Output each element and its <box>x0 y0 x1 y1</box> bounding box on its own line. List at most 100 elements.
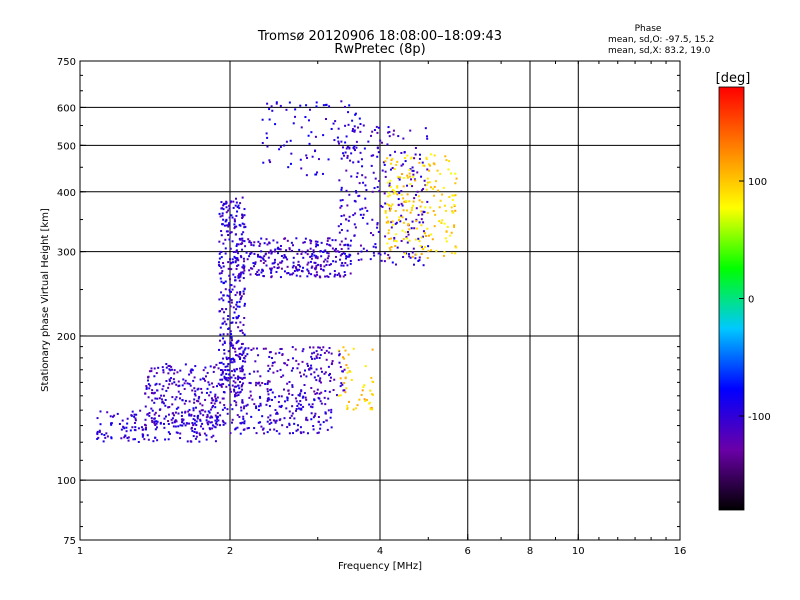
scatter-point <box>361 165 364 168</box>
scatter-point <box>302 256 305 259</box>
scatter-point <box>451 198 454 201</box>
scatter-point <box>260 256 263 259</box>
scatter-point <box>240 406 243 409</box>
scatter-point <box>362 247 365 250</box>
scatter-point <box>193 401 196 404</box>
scatter-point <box>259 402 262 405</box>
scatter-point <box>222 357 225 360</box>
scatter-point <box>184 363 187 366</box>
scatter-point <box>337 127 340 130</box>
scatter-point <box>423 164 426 167</box>
scatter-point <box>340 382 343 385</box>
scatter-point <box>322 104 325 107</box>
scatter-point <box>343 389 346 392</box>
scatter-point <box>171 396 174 399</box>
scatter-point <box>337 272 340 275</box>
scatter-point <box>392 129 395 132</box>
scatter-point <box>261 269 264 272</box>
scatter-point <box>383 163 386 166</box>
scatter-point <box>242 323 245 326</box>
scatter-point <box>199 412 202 415</box>
scatter-point <box>398 216 401 219</box>
scatter-point <box>313 254 316 257</box>
scatter-point <box>318 392 321 395</box>
scatter-point <box>361 389 364 392</box>
scatter-point <box>293 422 296 425</box>
scatter-point <box>110 422 113 425</box>
scatter-point <box>310 412 313 415</box>
scatter-point <box>334 273 337 276</box>
scatter-point <box>222 391 225 394</box>
scatter-point <box>338 231 341 234</box>
scatter-point <box>214 419 217 422</box>
scatter-point <box>271 109 274 112</box>
scatter-point <box>205 434 208 437</box>
scatter-point <box>326 251 329 254</box>
scatter-point <box>315 355 318 358</box>
scatter-point <box>368 402 371 405</box>
scatter-point <box>389 179 392 182</box>
scatter-point <box>167 413 170 416</box>
scatter-point <box>161 366 164 369</box>
scatter-point <box>228 204 231 207</box>
scatter-point <box>127 439 130 442</box>
scatter-point <box>313 357 316 360</box>
scatter-point <box>300 408 303 411</box>
scatter-point <box>315 350 318 353</box>
scatter-point <box>274 420 277 423</box>
scatter-point <box>402 185 405 188</box>
scatter-point <box>387 229 390 232</box>
scatter-point <box>227 315 230 318</box>
scatter-point <box>324 371 327 374</box>
scatter-point <box>291 346 294 349</box>
scatter-point <box>249 273 252 276</box>
scatter-point <box>210 436 213 439</box>
scatter-point <box>177 412 180 415</box>
scatter-point <box>357 259 360 262</box>
scatter-point <box>420 189 423 192</box>
scatter-point <box>289 162 292 165</box>
scatter-point <box>210 421 213 424</box>
scatter-point <box>344 237 347 240</box>
scatter-point <box>274 123 277 126</box>
scatter-point <box>307 261 310 264</box>
scatter-point <box>266 243 269 246</box>
scatter-point <box>454 209 457 212</box>
scatter-point <box>404 252 407 255</box>
scatter-point <box>295 274 298 277</box>
scatter-point <box>248 372 251 375</box>
scatter-point <box>270 398 273 401</box>
scatter-point <box>388 194 391 197</box>
scatter-point <box>361 174 364 177</box>
scatter-point <box>233 223 236 226</box>
scatter-point <box>399 220 402 223</box>
scatter-point <box>338 354 341 357</box>
scatter-point <box>133 413 136 416</box>
scatter-point <box>248 241 251 244</box>
scatter-point <box>162 402 165 405</box>
scatter-point <box>219 414 222 417</box>
scatter-point <box>304 237 307 240</box>
scatter-point <box>332 389 335 392</box>
scatter-point <box>155 420 158 423</box>
scatter-point <box>257 240 260 243</box>
scatter-point <box>372 171 375 174</box>
scatter-point <box>327 255 330 258</box>
scatter-point <box>153 375 156 378</box>
chart-title: Tromsø 20120906 18:08:00–18:09:43 <box>257 29 502 44</box>
scatter-point <box>170 365 173 368</box>
scatter-point <box>384 175 387 178</box>
scatter-point <box>269 418 272 421</box>
scatter-point <box>253 241 256 244</box>
scatter-point <box>310 273 313 276</box>
scatter-point <box>320 370 323 373</box>
scatter-point <box>234 350 237 353</box>
y-tick-label: 100 <box>57 476 76 487</box>
scatter-point <box>407 222 410 225</box>
scatter-point <box>232 374 235 377</box>
scatter-point <box>412 204 415 207</box>
scatter-point <box>209 365 212 368</box>
scatter-point <box>222 363 225 366</box>
scatter-point <box>349 370 352 373</box>
scatter-point <box>424 206 427 209</box>
